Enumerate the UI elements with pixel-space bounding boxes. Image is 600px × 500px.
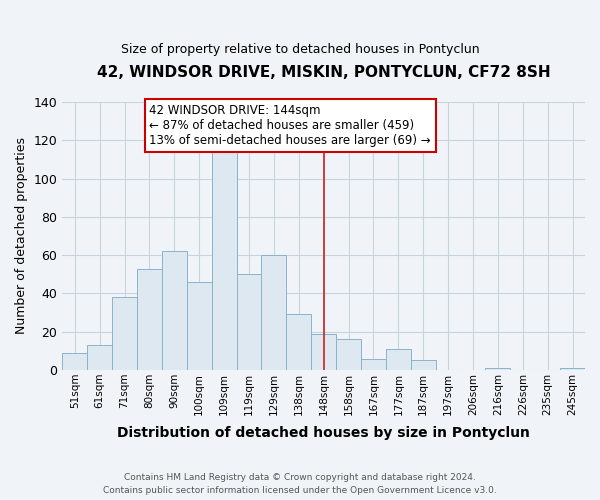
X-axis label: Distribution of detached houses by size in Pontyclun: Distribution of detached houses by size … (117, 426, 530, 440)
Bar (361, 358, 386, 370)
Text: Size of property relative to detached houses in Pontyclun: Size of property relative to detached ho… (121, 42, 479, 56)
Text: 42 WINDSOR DRIVE: 144sqm
← 87% of detached houses are smaller (459)
13% of semi-: 42 WINDSOR DRIVE: 144sqm ← 87% of detach… (149, 104, 431, 147)
Bar (137, 268, 162, 370)
Y-axis label: Number of detached properties: Number of detached properties (15, 138, 28, 334)
Bar (311, 334, 336, 370)
Bar (286, 314, 311, 370)
Bar (411, 360, 436, 370)
Title: 42, WINDSOR DRIVE, MISKIN, PONTYCLUN, CF72 8SH: 42, WINDSOR DRIVE, MISKIN, PONTYCLUN, CF… (97, 65, 550, 80)
Bar (62, 353, 87, 370)
Bar (485, 368, 511, 370)
Bar (560, 368, 585, 370)
Bar (87, 345, 112, 370)
Bar (336, 340, 361, 370)
Bar (212, 116, 236, 370)
Bar (162, 252, 187, 370)
Bar (236, 274, 262, 370)
Bar (187, 282, 212, 370)
Bar (386, 349, 411, 370)
Bar (262, 255, 286, 370)
Bar (112, 297, 137, 370)
Text: Contains HM Land Registry data © Crown copyright and database right 2024.
Contai: Contains HM Land Registry data © Crown c… (103, 474, 497, 495)
